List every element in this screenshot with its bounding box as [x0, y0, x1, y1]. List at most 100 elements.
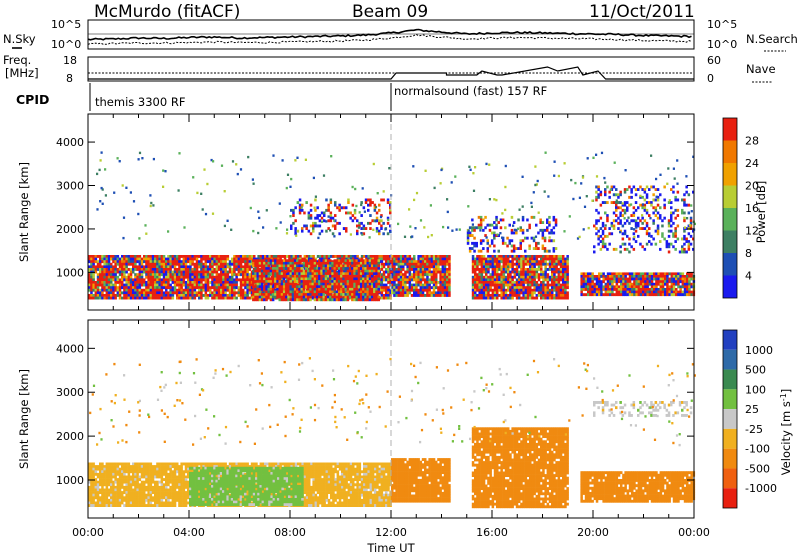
heatmap-cell	[282, 290, 286, 294]
heatmap-cell	[213, 286, 216, 290]
heatmap-cell	[359, 259, 363, 263]
heatmap-cell	[443, 270, 447, 274]
heatmap-cell	[271, 290, 275, 294]
heatmap-cell	[441, 270, 445, 274]
heatmap-cell	[154, 260, 157, 264]
heatmap-cell	[253, 268, 256, 271]
heatmap-cell	[200, 283, 203, 287]
heatmap-cell	[246, 257, 249, 261]
heatmap-cell	[531, 257, 534, 261]
heatmap-cell	[526, 275, 530, 279]
heatmap-cell	[406, 265, 409, 269]
heatmap-cell	[672, 290, 676, 294]
heatmap-cell	[528, 247, 531, 250]
heatmap-cell	[362, 274, 365, 278]
heatmap-cell	[226, 288, 230, 292]
frequency-panel: Freq. [MHz] 18 8 60 0 Nave	[3, 53, 776, 85]
heatmap-cell	[478, 273, 481, 277]
heatmap-cell	[118, 270, 122, 274]
heatmap-cell	[566, 275, 569, 279]
heatmap-cell	[224, 262, 227, 266]
heatmap-cell	[404, 273, 407, 277]
heatmap-cell	[510, 239, 514, 243]
heatmap-cell	[413, 262, 416, 266]
heatmap-cell	[118, 265, 122, 269]
heatmap-cell	[88, 268, 91, 271]
heatmap-cell	[300, 293, 303, 296]
heatmap-cell	[564, 257, 567, 261]
heatmap-cell	[353, 282, 356, 286]
heatmap-cell	[550, 231, 553, 235]
heatmap-cell	[615, 277, 619, 281]
heatmap-cell	[628, 277, 632, 281]
heatmap-cell	[604, 275, 608, 278]
heatmap-cell	[370, 282, 374, 286]
heatmap-cell	[353, 285, 356, 289]
heatmap-cell	[557, 268, 561, 271]
heatmap-cell	[178, 268, 181, 271]
heatmap-cell	[415, 273, 418, 277]
heatmap-cell	[313, 290, 317, 294]
heatmap-cell	[466, 236, 470, 240]
heatmap-cell	[677, 272, 680, 276]
heatmap-cell	[359, 293, 363, 296]
heatmap-cell	[193, 288, 197, 292]
heatmap-cell	[368, 285, 372, 289]
heatmap-cell	[642, 275, 645, 278]
heatmap-cell	[631, 275, 634, 278]
heatmap-cell	[254, 277, 257, 281]
heatmap-cell	[256, 269, 259, 273]
heatmap-cell	[367, 255, 370, 258]
heatmap-cell	[591, 280, 594, 284]
heatmap-cell	[555, 265, 558, 269]
heatmap-cell	[189, 296, 192, 300]
heatmap-cell	[320, 282, 323, 286]
heatmap-cell	[404, 260, 407, 264]
heatmap-cell	[519, 247, 522, 250]
heatmap-cell	[593, 275, 597, 278]
heatmap-cell	[224, 296, 227, 300]
heatmap-cell	[343, 270, 346, 274]
heatmap-cell	[448, 262, 451, 266]
heatmap-cell	[377, 277, 380, 281]
heatmap-cell	[543, 239, 547, 243]
heatmap-cell	[193, 291, 197, 295]
heatmap-cell	[217, 257, 221, 261]
heatmap-cell	[424, 273, 427, 277]
heatmap-cell	[248, 278, 252, 282]
heatmap-cell	[499, 226, 503, 230]
heatmap-cell	[408, 270, 412, 274]
heatmap-cell	[231, 273, 234, 277]
heatmap-cell	[504, 275, 508, 279]
heatmap-cell	[313, 298, 317, 302]
heatmap-cell	[94, 286, 98, 290]
heatmap-cell	[589, 282, 592, 286]
heatmap-cell	[285, 285, 288, 289]
heatmap-cell	[324, 298, 328, 302]
heatmap-cell	[336, 255, 340, 258]
heatmap-cell	[176, 270, 179, 274]
heatmap-cell	[94, 294, 98, 297]
heatmap-cell	[474, 294, 477, 297]
heatmap-cell	[346, 290, 350, 294]
heatmap-cell	[171, 273, 175, 277]
heatmap-cell	[595, 288, 599, 291]
heatmap-cell	[233, 273, 236, 277]
heatmap-cell	[524, 268, 528, 271]
heatmap-cell	[375, 277, 378, 281]
heatmap-cell	[559, 278, 563, 282]
heatmap-cell	[294, 255, 298, 258]
heatmap-cell	[332, 294, 335, 297]
heatmap-cell	[145, 281, 148, 284]
heatmap-cell	[672, 280, 676, 284]
heatmap-cell	[393, 255, 396, 258]
heatmap-cell	[628, 250, 631, 254]
heatmap-cell	[265, 282, 268, 286]
heatmap-cell	[180, 262, 183, 266]
heatmap-cell	[173, 255, 177, 258]
heatmap-cell	[231, 275, 234, 279]
heatmap-cell	[393, 265, 396, 269]
heatmap-cell	[477, 223, 481, 227]
heatmap-cell	[609, 277, 612, 281]
heatmap-cell	[202, 268, 205, 271]
